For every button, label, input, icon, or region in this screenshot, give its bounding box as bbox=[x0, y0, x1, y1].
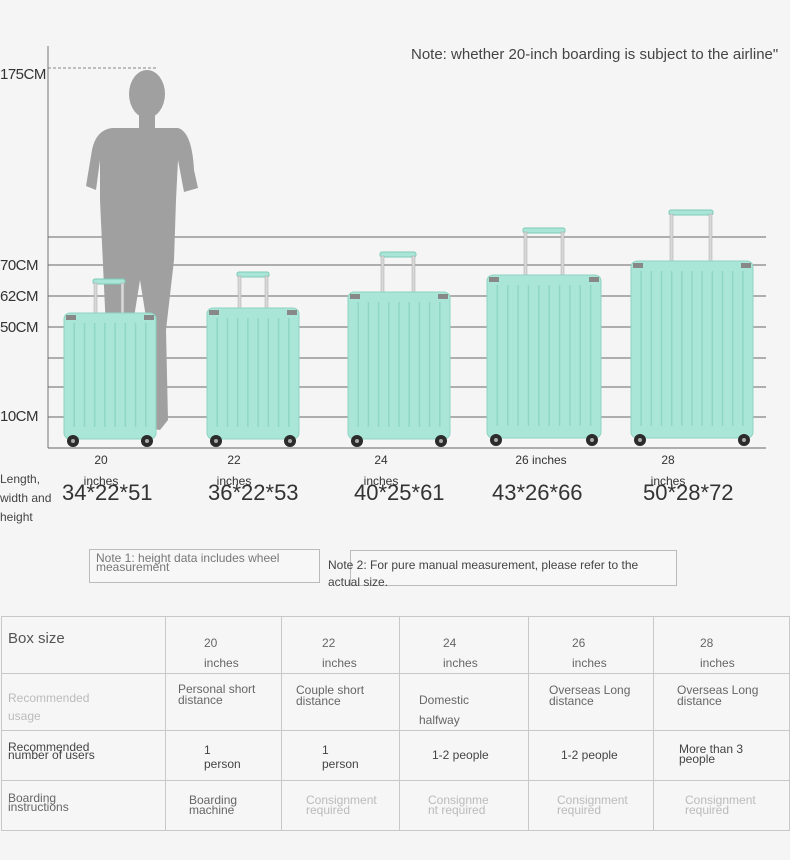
boarding-26: Consignment required bbox=[528, 780, 654, 831]
header-size-26: 26 inches bbox=[528, 616, 654, 674]
suitcase-size-26: 26 inches bbox=[515, 453, 567, 467]
boarding-24: Consignment required bbox=[399, 780, 529, 831]
header-size-22: 22 inches bbox=[281, 616, 400, 674]
header-box-size: Box size bbox=[1, 616, 166, 674]
boarding-22: Consignment required bbox=[281, 780, 400, 831]
dimensions-label: Length, width and height bbox=[0, 472, 52, 524]
row-label-boarding: Boarding instructions bbox=[1, 780, 166, 831]
dims-28: 50*28*72 bbox=[643, 480, 734, 505]
header-size-28: 28 inches bbox=[653, 616, 790, 674]
y-label-50: 50CM bbox=[0, 319, 39, 336]
dims-20: 34*22*51 bbox=[62, 480, 153, 505]
note-1: Note 1: height data includes wheel measu… bbox=[89, 549, 320, 583]
airline-note: Note: whether 20-inch boarding is subjec… bbox=[411, 46, 779, 63]
dims-24: 40*25*61 bbox=[354, 480, 445, 505]
suitcase-4-icon bbox=[486, 227, 602, 446]
spec-table: Box size 20 inches 22 inches 24 inches 26 in… bbox=[1, 616, 790, 831]
y-label-70: 70CM bbox=[0, 257, 39, 274]
usage-22: Couple short distance bbox=[281, 673, 400, 731]
users-26: 1-2 people bbox=[528, 730, 654, 781]
suitcase-3-icon bbox=[347, 251, 451, 447]
note-2: Note 2: For pure manual measurement, ple… bbox=[328, 558, 639, 589]
suitcase-size-22: 22 inches bbox=[216, 453, 252, 488]
table-row: Recommended number of users 1 person 1 p… bbox=[1, 730, 790, 781]
usage-20: Personal short distance bbox=[165, 673, 282, 731]
suitcase-size-20: 20 inches bbox=[83, 453, 119, 488]
header-size-20: 20 inches bbox=[165, 616, 282, 674]
dims-22: 36*22*53 bbox=[208, 480, 299, 505]
table-row: Recommended usage Personal short distanc… bbox=[1, 673, 790, 731]
boarding-20: Boarding machine bbox=[165, 780, 282, 831]
usage-26: Overseas Long distance bbox=[528, 673, 654, 731]
users-22: 1 person bbox=[281, 730, 400, 781]
size-comparison-illustration bbox=[47, 46, 766, 449]
row-label-users: Recommended number of users bbox=[1, 730, 166, 781]
dims-26: 43*26*66 bbox=[492, 480, 583, 505]
users-28: More than 3 people bbox=[653, 730, 790, 781]
table-row: Boarding instructions Boarding machine C… bbox=[1, 780, 790, 831]
row-label-usage: Recommended usage bbox=[1, 673, 166, 731]
suitcase-2-icon bbox=[206, 271, 300, 447]
suitcase-1-icon bbox=[63, 278, 157, 447]
y-label-62: 62CM bbox=[0, 288, 39, 305]
usage-24: Domestic halfway bbox=[399, 673, 529, 731]
users-24: 1-2 people bbox=[399, 730, 529, 781]
suitcase-size-28: 28 inches bbox=[650, 453, 686, 488]
note-2-box bbox=[350, 550, 677, 586]
usage-28: Overseas Long distance bbox=[653, 673, 790, 731]
users-20: 1 person bbox=[165, 730, 282, 781]
header-size-24: 24 inches bbox=[399, 616, 529, 674]
suitcase-size-24: 24 inches bbox=[363, 453, 399, 488]
y-label-10: 10CM bbox=[0, 408, 39, 425]
boarding-28: Consignment required bbox=[653, 780, 790, 831]
table-row: Box size 20 inches 22 inches 24 inches 26 in… bbox=[1, 616, 790, 674]
suitcase-5-icon bbox=[630, 209, 754, 446]
y-label-175: 175CM bbox=[0, 66, 46, 83]
